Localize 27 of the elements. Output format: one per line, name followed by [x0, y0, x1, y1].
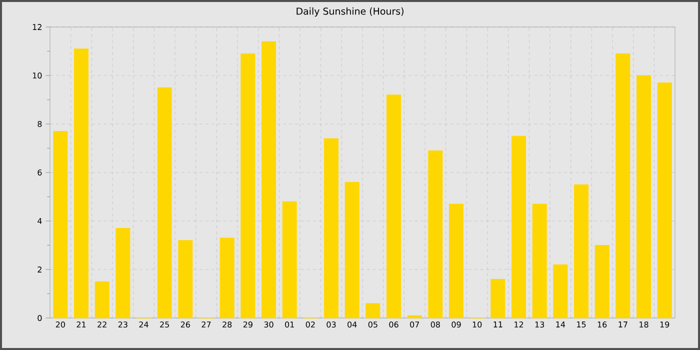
bar [386, 94, 402, 318]
bar [344, 182, 360, 318]
bar [324, 138, 339, 318]
bar [553, 264, 568, 318]
chart-title: Daily Sunshine (Hours) [296, 7, 404, 17]
bar [282, 201, 297, 318]
bar [616, 53, 630, 318]
bar [53, 131, 68, 318]
bar [490, 278, 506, 318]
bar [428, 150, 443, 318]
bar [94, 281, 110, 318]
bar [74, 48, 89, 318]
bar [449, 204, 464, 318]
bar [407, 315, 422, 318]
bar [178, 240, 193, 318]
bar [220, 238, 234, 318]
bar [594, 245, 610, 318]
bar [157, 87, 172, 318]
bar [657, 82, 672, 318]
bar [574, 184, 589, 318]
bar [512, 136, 526, 318]
bar [262, 41, 276, 318]
bar [532, 204, 547, 318]
bar [116, 228, 130, 318]
bar [366, 303, 380, 318]
bar [240, 53, 256, 318]
bar [636, 75, 652, 318]
